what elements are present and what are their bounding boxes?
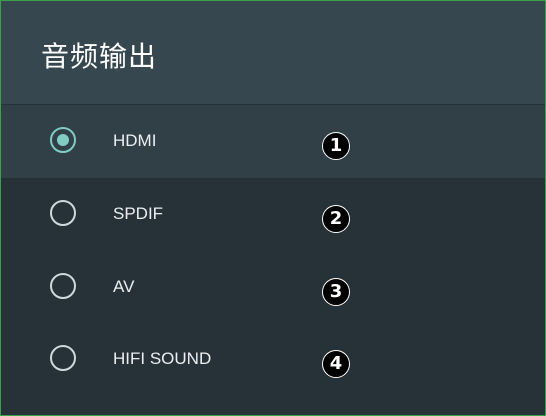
- option-spdif[interactable]: SPDIF 2: [1, 178, 545, 251]
- option-label-spdif: SPDIF: [113, 204, 164, 223]
- option-label-hifi-sound: HIFI SOUND: [113, 349, 212, 368]
- annotation-badge-4: 4: [322, 350, 350, 378]
- radio-button-checked-icon[interactable]: [50, 127, 76, 153]
- option-label-hdmi: HDMI: [113, 131, 157, 150]
- option-hifi-sound[interactable]: HIFI SOUND 4: [1, 323, 545, 396]
- option-hdmi[interactable]: HDMI 1: [1, 105, 545, 178]
- option-label-av: AV: [113, 277, 135, 296]
- annotation-badge-1: 1: [322, 132, 350, 160]
- radio-button-unchecked-icon[interactable]: [50, 345, 76, 371]
- radio-dot: [57, 134, 69, 146]
- radio-button-unchecked-icon[interactable]: [50, 273, 76, 299]
- annotation-badge-2: 2: [322, 205, 350, 233]
- annotation-badge-3: 3: [322, 278, 350, 306]
- dialog-header: 音频输出: [1, 1, 545, 104]
- radio-button-unchecked-icon[interactable]: [50, 200, 76, 226]
- option-av[interactable]: AV 3: [1, 251, 545, 324]
- dialog-title: 音频输出: [41, 40, 158, 73]
